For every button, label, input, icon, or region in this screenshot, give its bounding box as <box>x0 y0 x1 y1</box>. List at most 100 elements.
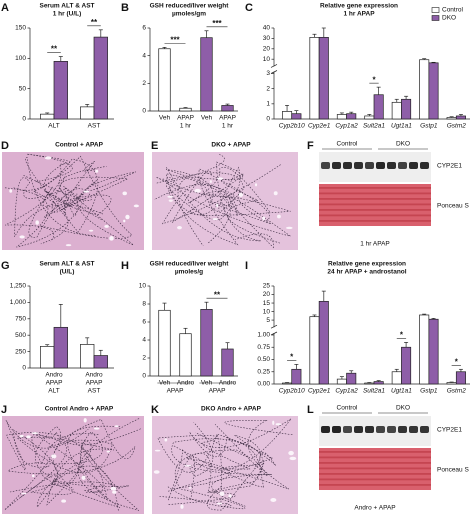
protein-band <box>332 426 341 433</box>
necrosis-outline <box>4 176 129 248</box>
significance-label: *** <box>170 35 180 44</box>
bar <box>309 37 320 120</box>
vessel <box>228 494 232 498</box>
vessel <box>110 486 117 491</box>
y-tick-label: 40 <box>263 25 271 32</box>
necrosis-outline <box>5 420 121 501</box>
vessel <box>167 195 174 198</box>
bar <box>53 326 68 369</box>
y-tick-label: 100 <box>15 55 26 62</box>
axis-break <box>270 70 278 74</box>
vessel <box>288 450 294 456</box>
bar <box>282 382 293 385</box>
vessel <box>184 465 192 467</box>
chart-title: GSH reduced/liver weight <box>150 3 230 10</box>
necrosis-outline <box>43 160 97 218</box>
bar <box>93 36 108 120</box>
panel-letter: F <box>307 140 314 152</box>
necrosis-outline <box>168 418 292 501</box>
panel-letter: K <box>151 404 159 416</box>
y-tick-label: 30 <box>263 35 271 42</box>
panel-letter: L <box>307 404 314 416</box>
significance-label: * <box>372 75 376 84</box>
significance-label: * <box>400 330 404 339</box>
significance-label: * <box>290 353 294 362</box>
vessel <box>273 191 278 196</box>
bar <box>309 316 320 385</box>
protein-band <box>398 162 407 169</box>
ponceau-band <box>319 456 431 459</box>
histology-image <box>2 152 144 250</box>
x-group-label: APAP <box>46 380 63 387</box>
protein-band <box>365 162 374 169</box>
band-label: Ponceau S <box>437 203 469 210</box>
significance-label: *** <box>212 19 222 28</box>
protein-band <box>332 162 341 169</box>
bar <box>93 355 108 369</box>
vessel <box>168 199 173 202</box>
ponceau-band <box>319 462 431 464</box>
y-tick-label: 0.25 <box>257 368 270 375</box>
bar <box>318 300 329 385</box>
x-tick-label: Andro <box>45 372 63 379</box>
vessel <box>61 499 67 503</box>
necrosis-outline <box>35 434 115 506</box>
x-tick-label: AST <box>88 123 101 130</box>
y-tick-label: 5 <box>266 317 270 324</box>
necrosis-outline <box>189 189 291 225</box>
y-tick-label: 1.00 <box>257 332 270 339</box>
vessel <box>216 502 223 505</box>
x-tick-label: Andro <box>85 372 103 379</box>
panel-letter: J <box>1 404 7 416</box>
vessel <box>216 203 219 208</box>
necrosis-outline <box>13 431 121 508</box>
chart-subtitle: 24 hr APAP + androstanol <box>327 269 406 276</box>
protein-band <box>398 426 407 433</box>
bar <box>221 105 234 112</box>
ponceau-band <box>319 187 431 189</box>
x-tick-label: Cyp2e1 <box>308 388 331 395</box>
bar <box>282 111 293 120</box>
x-group-label: 1 hr <box>222 123 234 130</box>
vessel <box>93 427 100 430</box>
x-tick-label: Ugt1a1 <box>391 123 412 130</box>
x-group-label: APAP <box>86 380 103 387</box>
y-tick-label: 0.00 <box>257 381 270 388</box>
protein-band <box>354 426 363 433</box>
ponceau-band <box>319 451 431 453</box>
axis-break <box>270 324 278 329</box>
vessel <box>26 435 31 439</box>
y-tick-label: 20 <box>263 46 271 53</box>
necrosis-outline <box>168 453 236 505</box>
x-tick-label: ALT <box>48 123 59 130</box>
y-tick-label: 1,250 <box>10 283 27 290</box>
vessel <box>188 487 192 489</box>
bar <box>419 59 430 120</box>
protein-band <box>409 426 418 433</box>
vessel <box>212 218 219 221</box>
vessel <box>51 454 57 459</box>
y-tick-label: 6 <box>142 25 146 32</box>
bar <box>200 37 213 112</box>
y-tick-label: 1 <box>266 101 270 108</box>
panel-letter: D <box>1 140 9 152</box>
vessel <box>289 456 297 461</box>
vessel <box>153 470 160 474</box>
image-title: Control Andro + APAP <box>45 406 114 413</box>
necrosis-outline <box>22 174 92 238</box>
x-tick-label: Cyp1a2 <box>335 123 358 130</box>
protein-band <box>420 426 429 433</box>
vessel <box>217 177 224 180</box>
bar <box>446 382 457 385</box>
vessel <box>154 449 161 452</box>
x-group-label: 1 hr <box>180 123 192 130</box>
y-tick-label: 4 <box>142 337 146 344</box>
significance-label: ** <box>91 18 98 27</box>
legend-label: DKO <box>442 15 456 22</box>
necrosis-outline <box>171 170 281 244</box>
bar <box>200 309 213 377</box>
axis-break <box>270 331 278 336</box>
y-tick-label: 8 <box>142 301 146 308</box>
bar <box>158 48 171 112</box>
